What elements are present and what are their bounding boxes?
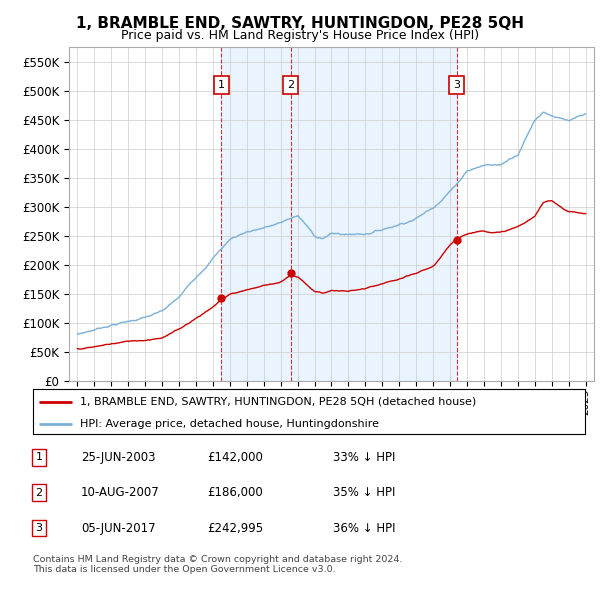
Text: £242,995: £242,995 bbox=[207, 522, 263, 535]
Text: £142,000: £142,000 bbox=[207, 451, 263, 464]
Text: 05-JUN-2017: 05-JUN-2017 bbox=[81, 522, 155, 535]
Text: 1: 1 bbox=[35, 453, 43, 462]
Text: 1, BRAMBLE END, SAWTRY, HUNTINGDON, PE28 5QH (detached house): 1, BRAMBLE END, SAWTRY, HUNTINGDON, PE28… bbox=[80, 397, 476, 407]
Text: HPI: Average price, detached house, Huntingdonshire: HPI: Average price, detached house, Hunt… bbox=[80, 419, 379, 429]
Text: 36% ↓ HPI: 36% ↓ HPI bbox=[333, 522, 395, 535]
Text: Price paid vs. HM Land Registry's House Price Index (HPI): Price paid vs. HM Land Registry's House … bbox=[121, 29, 479, 42]
Text: 25-JUN-2003: 25-JUN-2003 bbox=[81, 451, 155, 464]
Text: 2: 2 bbox=[287, 80, 295, 90]
Text: 35% ↓ HPI: 35% ↓ HPI bbox=[333, 486, 395, 499]
Text: 3: 3 bbox=[454, 80, 460, 90]
Text: 33% ↓ HPI: 33% ↓ HPI bbox=[333, 451, 395, 464]
Bar bbox=[221, 47, 291, 381]
Text: 10-AUG-2007: 10-AUG-2007 bbox=[81, 486, 160, 499]
Bar bbox=[291, 47, 457, 381]
Text: 3: 3 bbox=[35, 523, 43, 533]
Text: 2: 2 bbox=[35, 488, 43, 497]
Text: Contains HM Land Registry data © Crown copyright and database right 2024.: Contains HM Land Registry data © Crown c… bbox=[33, 555, 403, 564]
Text: £186,000: £186,000 bbox=[207, 486, 263, 499]
Text: 1: 1 bbox=[218, 80, 225, 90]
Text: This data is licensed under the Open Government Licence v3.0.: This data is licensed under the Open Gov… bbox=[33, 565, 335, 574]
Text: 1, BRAMBLE END, SAWTRY, HUNTINGDON, PE28 5QH: 1, BRAMBLE END, SAWTRY, HUNTINGDON, PE28… bbox=[76, 16, 524, 31]
